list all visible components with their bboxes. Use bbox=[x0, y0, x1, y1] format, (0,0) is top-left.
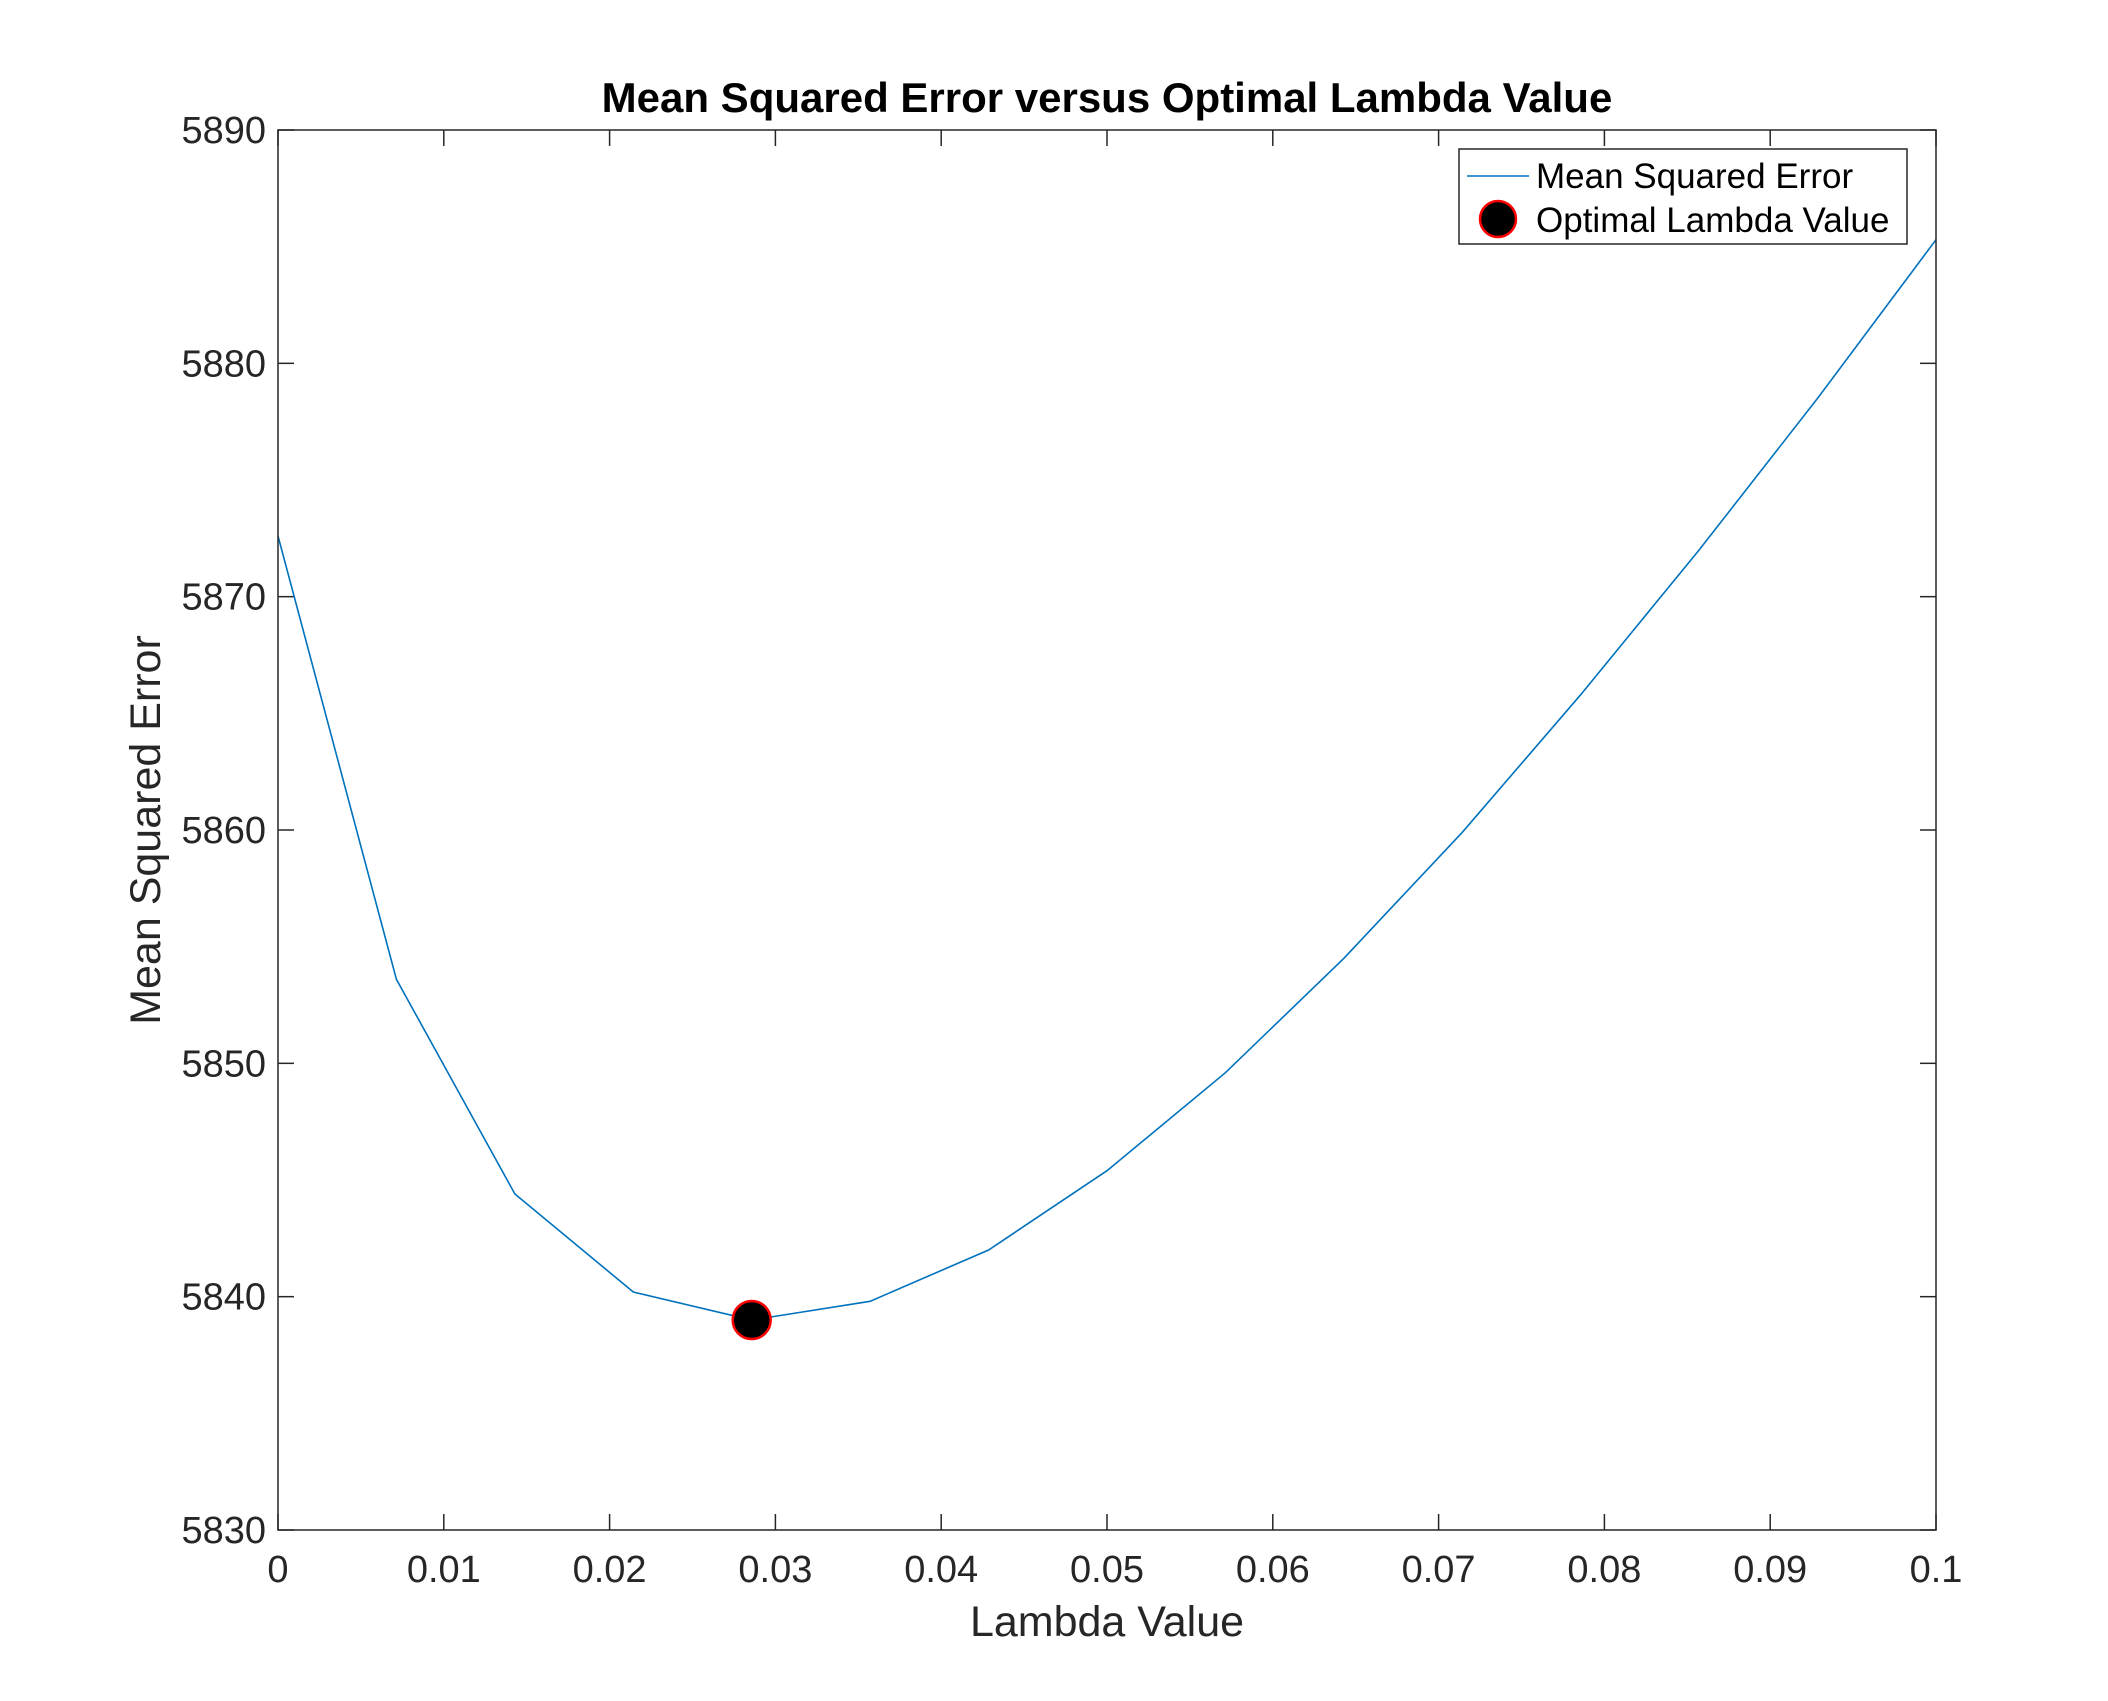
x-tick-label: 0.09 bbox=[1733, 1549, 1807, 1591]
y-axis-label: Mean Squared Error bbox=[122, 635, 170, 1025]
legend-marker-swatch bbox=[1478, 199, 1518, 239]
chart-title: Mean Squared Error versus Optimal Lambda… bbox=[602, 74, 1613, 121]
y-tick-label: 5850 bbox=[181, 1043, 266, 1085]
y-tick-label: 5860 bbox=[181, 810, 266, 852]
x-tick-label: 0.01 bbox=[407, 1549, 481, 1591]
x-tick-label: 0.04 bbox=[904, 1549, 978, 1591]
legend-box bbox=[1458, 148, 1908, 245]
x-tick-label: 0.08 bbox=[1567, 1549, 1641, 1591]
x-axis-label: Lambda Value bbox=[970, 1598, 1244, 1646]
legend-label-optimal: Optimal Lambda Value bbox=[1536, 201, 1889, 240]
y-tick-label: 5830 bbox=[181, 1510, 266, 1552]
ticks-layer: 0 0.01 0.02 0.03 0.04 0.05 0.06 0.07 0.08 0.09 0.1… bbox=[181, 110, 1962, 1591]
plot-area bbox=[278, 130, 1936, 1530]
x-tick-label: 0.06 bbox=[1236, 1549, 1310, 1591]
legend: Mean Squared Error Optimal Lambda Value bbox=[1458, 148, 1908, 245]
series-line-mse bbox=[277, 239, 1937, 1321]
y-tick-label: 5880 bbox=[181, 343, 266, 385]
x-tick-label: 0.1 bbox=[1910, 1549, 1963, 1591]
optimal-lambda-marker bbox=[731, 1299, 772, 1341]
x-tick-label: 0.03 bbox=[738, 1549, 812, 1591]
x-tick-label: 0 bbox=[267, 1549, 288, 1591]
x-tick-label: 0.07 bbox=[1402, 1549, 1476, 1591]
x-tick-label: 0.05 bbox=[1070, 1549, 1144, 1591]
y-tick-label: 5870 bbox=[181, 577, 266, 619]
y-tick-label: 5840 bbox=[181, 1277, 266, 1319]
y-tick-label: 5890 bbox=[181, 110, 266, 152]
axes-box bbox=[277, 129, 1937, 1531]
series-layer bbox=[277, 239, 1937, 1341]
legend-label-mse: Mean Squared Error bbox=[1536, 157, 1853, 196]
x-tick-label: 0.02 bbox=[573, 1549, 647, 1591]
